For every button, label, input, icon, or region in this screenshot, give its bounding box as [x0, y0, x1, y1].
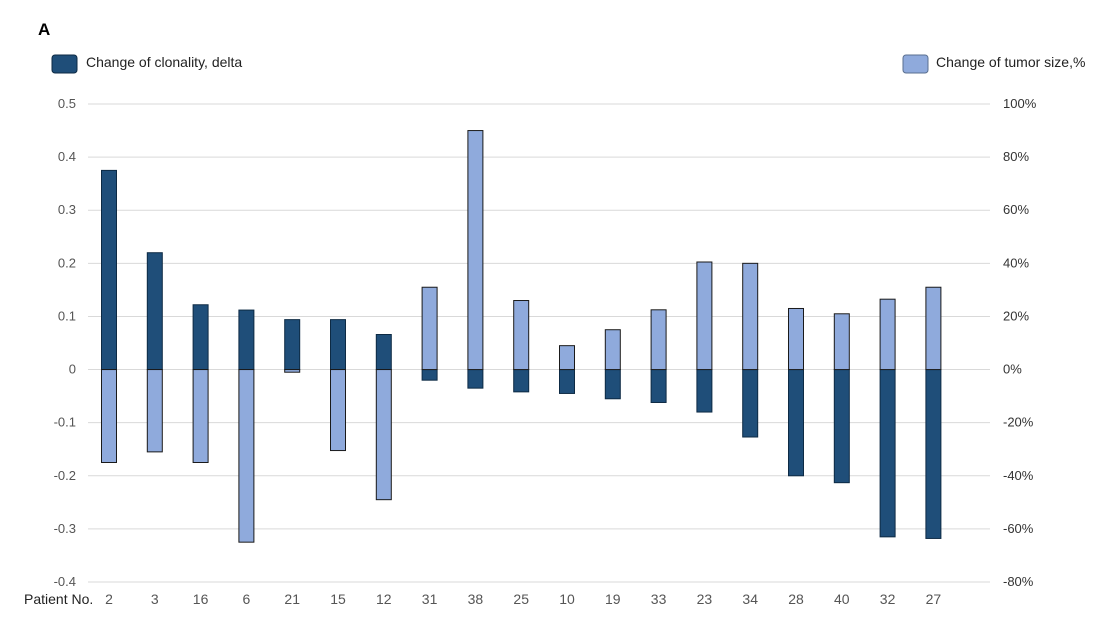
- left-tick-label: 0.5: [58, 96, 76, 111]
- legend-swatch-tumor-size: [902, 54, 929, 74]
- x-tick-label: 34: [742, 591, 758, 607]
- right-tick-label: 60%: [1003, 202, 1029, 217]
- legend: Change of clonality, delta Change of tum…: [51, 54, 1085, 74]
- bar-clonality: [788, 369, 804, 477]
- x-tick-label: 33: [651, 591, 667, 607]
- bar-clonality: [330, 319, 346, 371]
- x-tick-label: 6: [243, 591, 251, 607]
- x-tick-label: 12: [376, 591, 392, 607]
- right-tick-label: -80%: [1003, 574, 1034, 589]
- x-axis-label: Patient No.: [24, 591, 93, 607]
- x-tick-label: 25: [513, 591, 529, 607]
- x-tick-label: 38: [468, 591, 484, 607]
- bar-tumor-size: [101, 369, 117, 463]
- bar-clonality: [925, 369, 942, 539]
- bar-tumor-size: [238, 369, 255, 543]
- x-tick-label: 21: [284, 591, 300, 607]
- bar-tumor-size: [375, 369, 392, 501]
- bar-clonality: [192, 304, 209, 371]
- bar-tumor-size: [146, 369, 163, 453]
- bar-clonality: [238, 309, 255, 371]
- gridlines: [88, 103, 990, 583]
- right-tick-label: 40%: [1003, 255, 1029, 270]
- bar-clonality: [604, 369, 621, 400]
- right-tick-label: 20%: [1003, 308, 1029, 323]
- x-tick-label: 3: [151, 591, 159, 607]
- x-tick-label: 31: [422, 591, 438, 607]
- left-tick-label: 0.1: [58, 308, 76, 323]
- x-tick-label: 27: [926, 591, 942, 607]
- bar-tumor-size: [696, 261, 713, 371]
- legend-label-tumor-size: Change of tumor size,%: [936, 54, 1085, 70]
- bar-tumor-size: [604, 329, 621, 371]
- x-tick-label: 16: [193, 591, 209, 607]
- bar-tumor-size: [284, 369, 301, 373]
- right-tick-label: -40%: [1003, 468, 1034, 483]
- left-tick-label: -0.3: [54, 521, 76, 536]
- bar-clonality: [513, 369, 530, 393]
- bar-clonality: [559, 369, 575, 394]
- right-tick-label: -60%: [1003, 521, 1034, 536]
- x-tick-label: 2: [105, 591, 113, 607]
- bar-tumor-size: [467, 130, 484, 371]
- left-axis-ticks: -0.4 -0.3 -0.2 -0.1 0 0.1 0.2 0.3 0.4 0.5: [54, 96, 76, 589]
- right-tick-label: 100%: [1003, 96, 1037, 111]
- bar-tumor-size: [330, 369, 346, 452]
- x-axis-ticks: 2 3 16 6 21 15 12 31 38 25 10 19 33 23 34 28 40 32 27: [105, 591, 941, 607]
- left-tick-label: -0.4: [54, 574, 76, 589]
- panel-label: A: [38, 20, 50, 39]
- x-tick-label: 15: [330, 591, 346, 607]
- bar-tumor-size: [421, 286, 438, 371]
- x-tick-label: 32: [880, 591, 896, 607]
- x-tick-label: 40: [834, 591, 850, 607]
- bar-clonality: [375, 334, 392, 371]
- bar-tumor-size: [192, 369, 209, 463]
- left-tick-label: -0.1: [54, 415, 76, 430]
- bars: [101, 130, 942, 543]
- bar-clonality: [284, 319, 301, 371]
- bar-clonality: [696, 369, 713, 413]
- left-tick-label: -0.2: [54, 468, 76, 483]
- x-tick-label: 28: [788, 591, 804, 607]
- x-tick-label: 19: [605, 591, 621, 607]
- bar-clonality: [467, 369, 484, 389]
- bar-clonality: [146, 252, 163, 371]
- bar-tumor-size: [742, 262, 759, 371]
- legend-swatch-clonality: [51, 54, 78, 74]
- bar-clonality: [742, 369, 759, 438]
- bar-clonality: [650, 369, 667, 403]
- bar-clonality: [421, 369, 438, 381]
- bar-tumor-size: [925, 286, 942, 371]
- bar-tumor-size: [559, 345, 575, 371]
- right-tick-label: 80%: [1003, 149, 1029, 164]
- bar-clonality: [101, 169, 117, 371]
- right-tick-label: -20%: [1003, 415, 1034, 430]
- bar-clonality: [879, 369, 896, 538]
- bar-tumor-size: [650, 309, 667, 371]
- left-tick-label: 0.4: [58, 149, 76, 164]
- bar-tumor-size: [879, 298, 896, 371]
- x-tick-label: 10: [559, 591, 575, 607]
- right-tick-label: 0%: [1003, 362, 1022, 377]
- bar-tumor-size: [833, 313, 850, 371]
- bar-tumor-size: [788, 307, 804, 371]
- left-tick-label: 0.2: [58, 255, 76, 270]
- left-tick-label: 0: [69, 362, 76, 377]
- right-axis-ticks: -80% -60% -40% -20% 0% 20% 40% 60% 80% 100%: [1003, 96, 1037, 589]
- bar-clonality: [833, 369, 850, 484]
- bar-tumor-size: [513, 300, 530, 371]
- left-tick-label: 0.3: [58, 202, 76, 217]
- x-tick-label: 23: [697, 591, 713, 607]
- legend-label-clonality: Change of clonality, delta: [86, 54, 242, 70]
